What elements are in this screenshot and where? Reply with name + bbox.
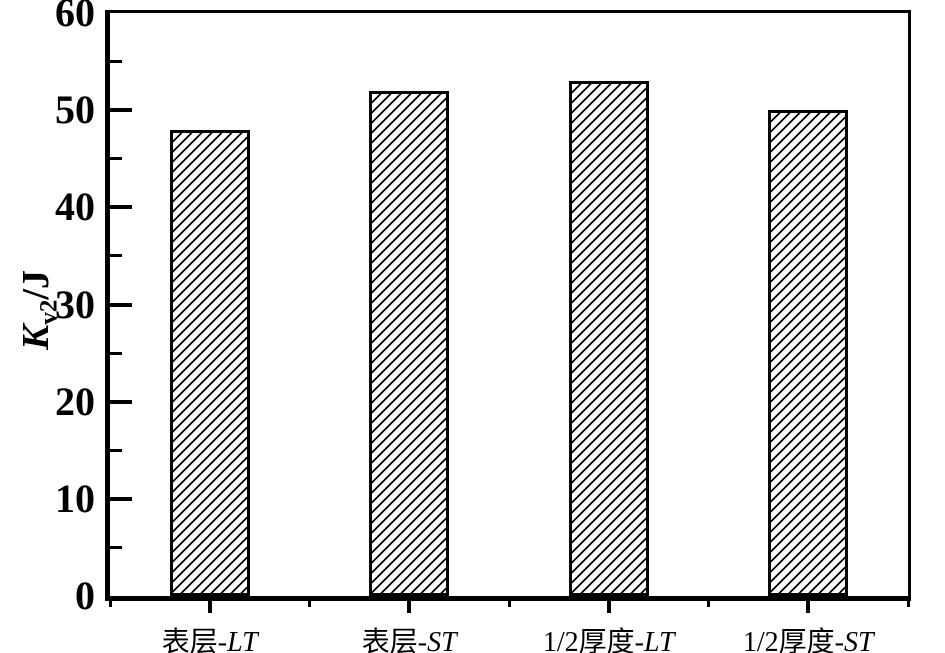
x-minor-tick bbox=[108, 601, 112, 607]
x-minor-tick bbox=[507, 601, 511, 607]
bar bbox=[169, 129, 250, 596]
x-axis-label-text: 表层- bbox=[361, 627, 428, 653]
bar bbox=[768, 110, 849, 596]
y-axis-title-symbol: K bbox=[15, 324, 57, 350]
y-axis-tick-label: 0 bbox=[75, 573, 95, 618]
x-minor-tick bbox=[308, 601, 311, 607]
x-major-tick bbox=[407, 601, 412, 613]
y-minor-tick bbox=[110, 448, 122, 452]
x-major-tick bbox=[606, 601, 611, 613]
y-axis-tick-label: 60 bbox=[55, 0, 95, 35]
x-minor-tick bbox=[707, 601, 710, 607]
x-axis-label-text: 表层- bbox=[161, 627, 228, 653]
y-minor-tick bbox=[110, 254, 122, 258]
y-axis-tick-label: 50 bbox=[55, 87, 95, 133]
x-axis-label-text: 1/2厚度- bbox=[542, 627, 645, 653]
x-axis-label-suffix: ST bbox=[844, 627, 874, 653]
y-major-tick bbox=[110, 302, 132, 307]
bar bbox=[369, 90, 450, 596]
plot-area bbox=[105, 10, 911, 601]
bar bbox=[568, 81, 649, 596]
y-minor-tick bbox=[110, 351, 122, 355]
x-minor-tick bbox=[906, 601, 910, 607]
y-minor-tick bbox=[110, 157, 122, 161]
x-axis-label: 1/2厚度-LT bbox=[543, 620, 675, 653]
x-major-tick bbox=[207, 601, 212, 613]
x-axis-label-suffix: LT bbox=[227, 627, 258, 653]
x-axis-label: 表层-ST bbox=[362, 620, 457, 653]
y-major-tick bbox=[110, 496, 132, 501]
x-axis-label-suffix: ST bbox=[427, 627, 457, 653]
y-major-tick bbox=[110, 399, 132, 404]
y-minor-tick bbox=[110, 545, 122, 549]
y-major-tick bbox=[110, 108, 132, 113]
y-axis-tick-label: 10 bbox=[55, 475, 95, 521]
x-major-tick bbox=[806, 601, 811, 613]
y-axis-tick-label: 30 bbox=[55, 281, 95, 327]
x-axis-label: 1/2厚度-ST bbox=[743, 620, 874, 653]
y-minor-tick bbox=[110, 60, 122, 64]
y-major-tick bbox=[110, 205, 132, 210]
x-axis-label-text: 1/2厚度- bbox=[742, 627, 845, 653]
y-axis-tick-label: 20 bbox=[55, 378, 95, 424]
x-axis-label-suffix: LT bbox=[644, 627, 675, 653]
x-axis-label: 表层-LT bbox=[162, 620, 258, 653]
y-axis-tick-label: 40 bbox=[55, 184, 95, 230]
